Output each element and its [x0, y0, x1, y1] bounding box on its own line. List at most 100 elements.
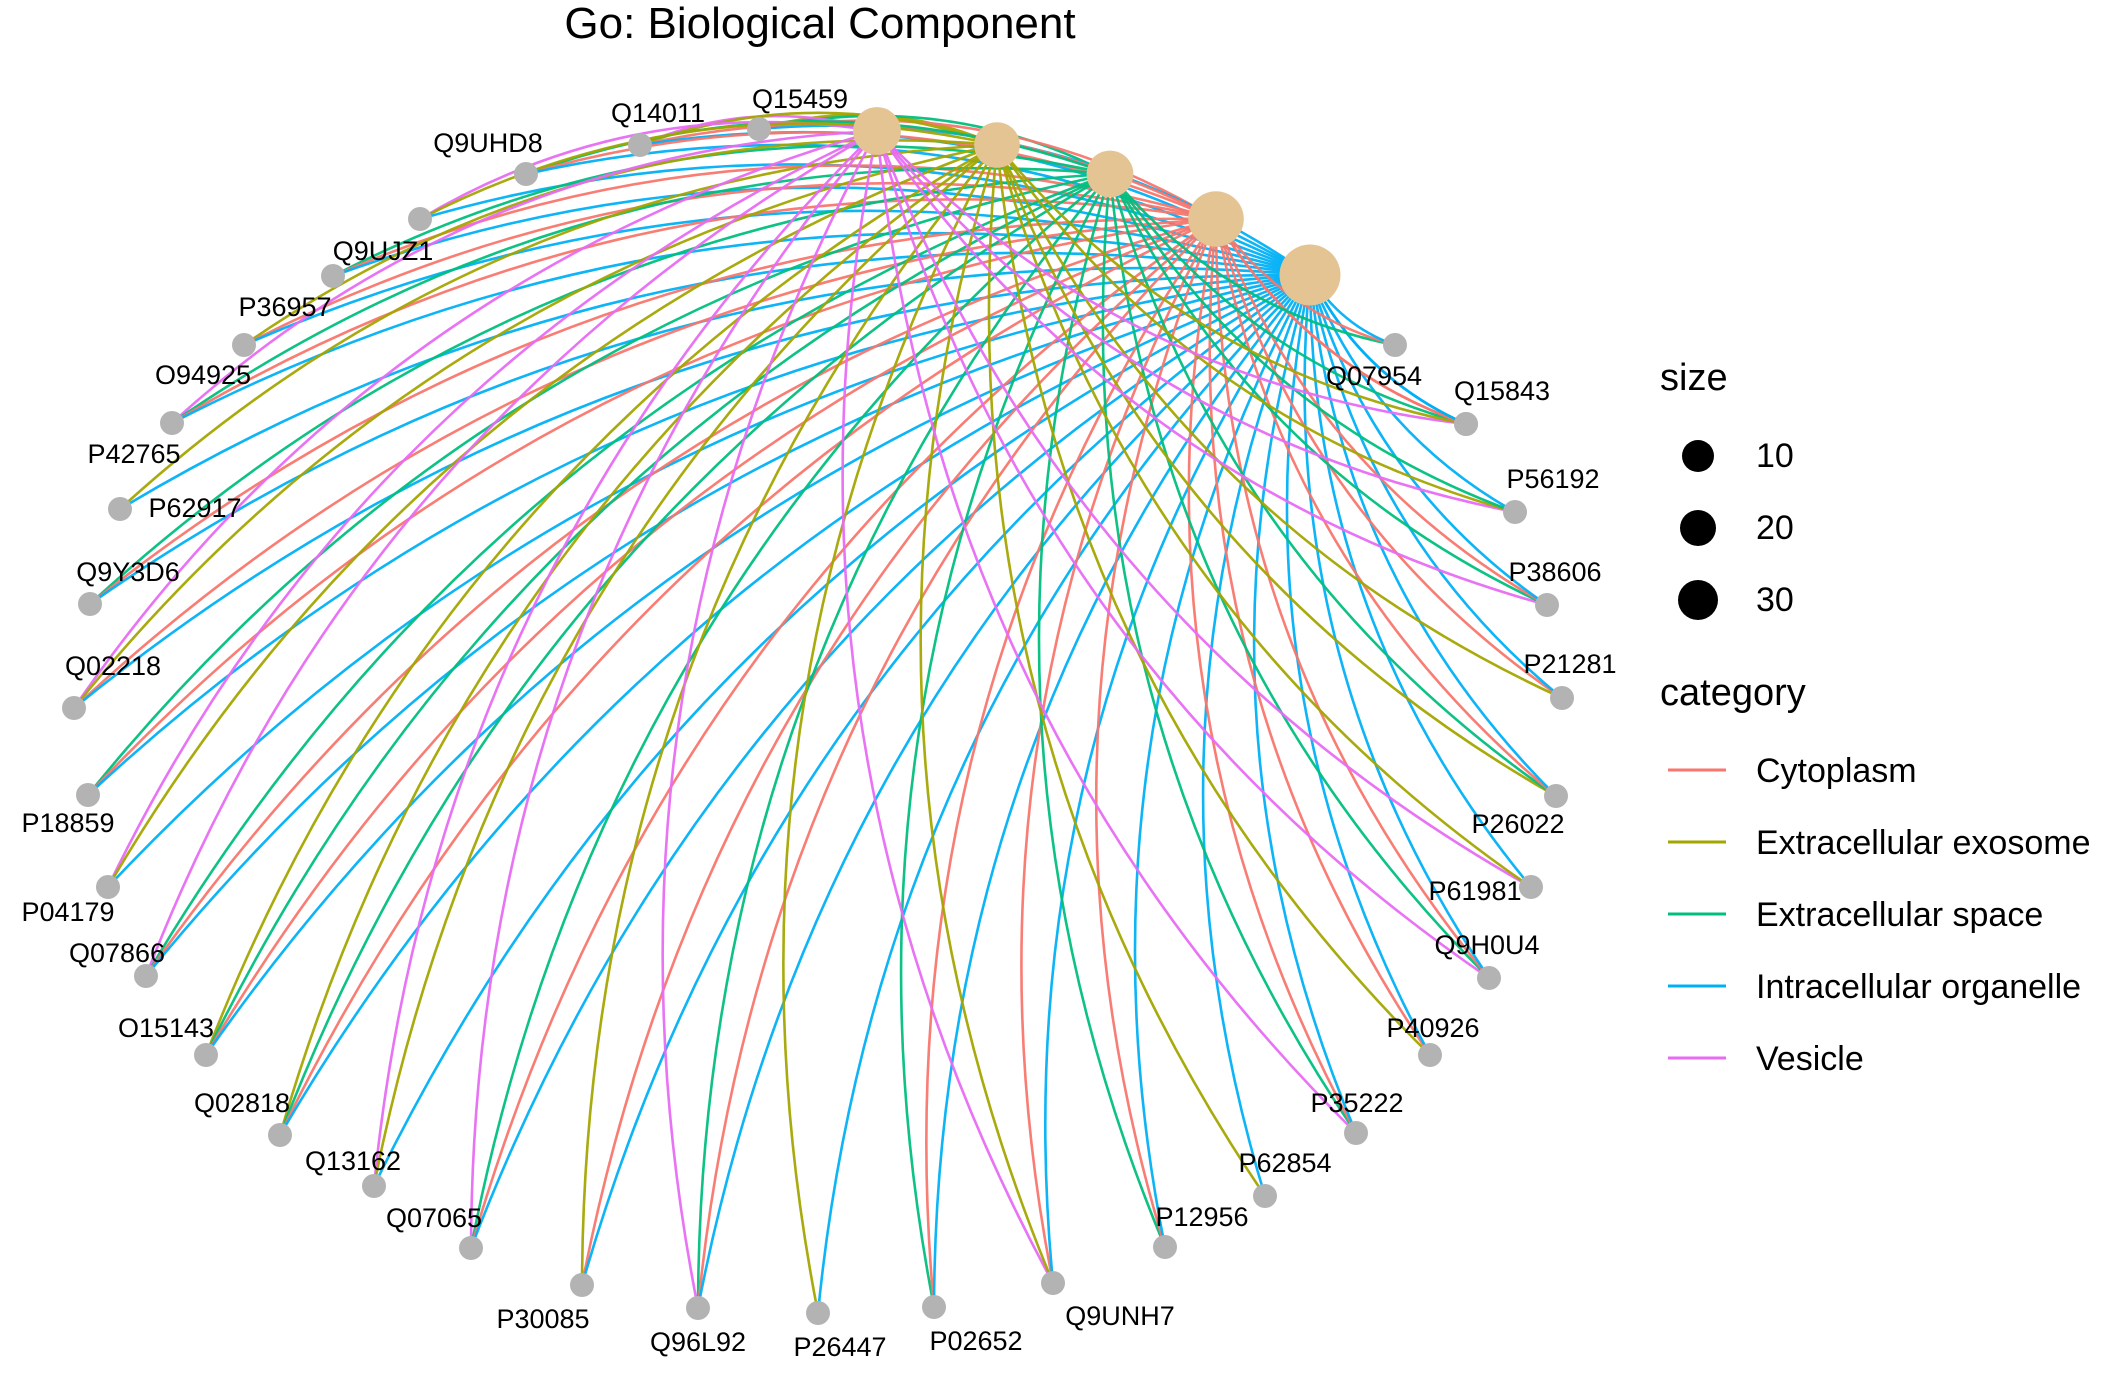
edge-extracellular-space-p26447 — [899, 173, 1112, 1308]
gene-label-p62854: P62854 — [1238, 1148, 1331, 1178]
category-legend-label-extracellular-exosome: Extracellular exosome — [1756, 824, 2090, 862]
edge-extracellular-exosome-q02818 — [372, 143, 998, 1187]
gene-node-q96l92 — [806, 1301, 830, 1325]
size-legend-label-30: 30 — [1756, 581, 1794, 619]
gene-label-q13162: Q13162 — [305, 1146, 401, 1176]
size-legend-label-20: 20 — [1756, 509, 1794, 547]
edge-cytoplasm-q9y3d6 — [73, 217, 1217, 709]
gene-node-q9ujz1 — [321, 264, 345, 288]
edge-cytoplasm-p21281 — [1214, 218, 1548, 607]
gene-node-p21281 — [1535, 593, 1559, 617]
gene-label-p02652: P02652 — [929, 1326, 1022, 1356]
gene-node-q07954 — [1383, 333, 1407, 357]
gene-label-p36957: P36957 — [238, 292, 331, 322]
gene-node-p42765 — [108, 497, 132, 521]
gene-node-p26022 — [1550, 686, 1574, 710]
edge-extracellular-exosome-p26022 — [995, 144, 1563, 700]
edge-intracellular-organelle-q9h0u4 — [1308, 274, 1533, 888]
edge-cytoplasm-p61981 — [1214, 218, 1557, 798]
edge-extracellular-exosome-q14011 — [639, 111, 998, 147]
gene-node-q02218 — [76, 783, 100, 807]
gene-node-q9unh7 — [1153, 1235, 1177, 1259]
edge-intracellular-organelle-q02818 — [372, 273, 1311, 1187]
gene-node-p35222 — [1418, 1043, 1442, 1067]
edge-cytoplasm-p40926 — [1214, 218, 1491, 979]
edge-intracellular-organelle-o15143 — [278, 273, 1311, 1136]
size-legend-dot-30 — [1678, 580, 1718, 620]
gene-label-p18859: P18859 — [21, 808, 114, 838]
gene-node-p61981 — [1544, 784, 1568, 808]
edge-extracellular-exosome-p18859 — [106, 143, 998, 888]
edge-vesicle-p21281 — [875, 130, 1548, 607]
gene-label-q02818: Q02818 — [194, 1088, 290, 1118]
gene-node-p04179 — [134, 964, 158, 988]
edge-intracellular-organelle-p61981 — [1308, 274, 1557, 797]
edge-extracellular-exosome-p35222 — [995, 144, 1431, 1056]
gene-node-p18859 — [96, 875, 120, 899]
edge-intracellular-organelle-q07866 — [204, 273, 1311, 1056]
edge-vesicle-p62854 — [875, 130, 1357, 1134]
edge-vesicle-q13162 — [469, 130, 878, 1249]
gene-label-p62917: P62917 — [148, 493, 241, 523]
category-node-cytoplasm — [1188, 191, 1244, 247]
edge-cytoplasm-q15843 — [1214, 218, 1467, 426]
edge-intracellular-organelle-o94925 — [171, 231, 1311, 425]
gene-label-q9y3d6: Q9Y3D6 — [76, 557, 180, 587]
gene-label-p42765: P42765 — [87, 439, 180, 469]
gene-label-o94925: O94925 — [155, 360, 251, 390]
gene-node-p02652 — [1041, 1271, 1065, 1295]
gene-label-q9unh7: Q9UNH7 — [1065, 1301, 1175, 1331]
gene-label-p38606: P38606 — [1508, 557, 1601, 587]
gene-label-q9ujz1: Q9UJZ1 — [333, 236, 434, 266]
gene-node-p36957 — [232, 333, 256, 357]
legend-category-title: category — [1660, 672, 1806, 714]
category-legend-label-vesicle: Vesicle — [1756, 1040, 1864, 1078]
gene-node-q9uhd8 — [514, 162, 538, 186]
edge-intracellular-organelle-p35222 — [1285, 274, 1432, 1056]
gene-label-p61981: P61981 — [1428, 876, 1521, 906]
gene-node-q9y3d6 — [62, 696, 86, 720]
size-legend-items: 10 20 30 — [1678, 437, 1794, 620]
gene-label-q9uhd8: Q9UHD8 — [433, 128, 543, 158]
edge-vesicle-q02818 — [372, 130, 878, 1187]
edge-vesicle-o94925 — [171, 129, 878, 424]
edge-intracellular-organelle-p02652 — [1043, 274, 1312, 1284]
edge-extracellular-exosome-q07866 — [204, 143, 998, 1056]
edge-cytoplasm-p62854 — [1187, 218, 1358, 1134]
edge-extracellular-space-p38606 — [1108, 173, 1516, 514]
edge-cytoplasm-q9unh7 — [1094, 218, 1218, 1248]
gene-label-q07065: Q07065 — [386, 1203, 482, 1233]
edge-intracellular-organelle-q07065 — [580, 273, 1311, 1286]
edge-vesicle-p18859 — [106, 129, 878, 888]
edge-extracellular-space-p21281 — [1108, 173, 1548, 607]
category-node-extracellular-exosome — [974, 122, 1020, 168]
edge-extracellular-exosome-p61981 — [995, 144, 1557, 798]
edge-vesicle-q9y3d6 — [72, 129, 878, 709]
gene-label-p40926: P40926 — [1386, 1013, 1479, 1043]
edge-cytoplasm-p35222 — [1208, 218, 1432, 1056]
gene-node-q13162 — [459, 1236, 483, 1260]
gene-node-o15143 — [268, 1123, 292, 1147]
gene-node-p62917 — [78, 592, 102, 616]
edge-extracellular-exosome-q9y3d6 — [72, 143, 998, 709]
category-legend-label-cytoplasm: Cytoplasm — [1756, 752, 1917, 790]
gene-node-o94925 — [160, 411, 184, 435]
gene-label-p12956: P12956 — [1155, 1202, 1248, 1232]
gene-node-q07866 — [194, 1043, 218, 1067]
edge-intracellular-organelle-p30085 — [696, 273, 1311, 1309]
edge-intracellular-organelle-p62854 — [1252, 274, 1358, 1134]
gene-label-q07954: Q07954 — [1326, 361, 1422, 391]
edge-extracellular-exosome-unlabeled — [419, 122, 998, 221]
gene-label-o15143: O15143 — [118, 1013, 214, 1043]
gene-label-p26447: P26447 — [793, 1332, 886, 1362]
gene-node-q15843 — [1454, 412, 1478, 436]
gene-label-q02218: Q02218 — [65, 651, 161, 681]
category-legend-label-intracellular-organelle: Intracellular organelle — [1756, 968, 2081, 1006]
edge-extracellular-exosome-p38606 — [995, 144, 1516, 514]
edge-cytoplasm-q02218 — [87, 217, 1217, 796]
edge-vesicle-p04179 — [144, 129, 878, 977]
edge-extracellular-exosome-q96l92 — [782, 144, 999, 1314]
gene-node-p38606 — [1503, 500, 1527, 524]
